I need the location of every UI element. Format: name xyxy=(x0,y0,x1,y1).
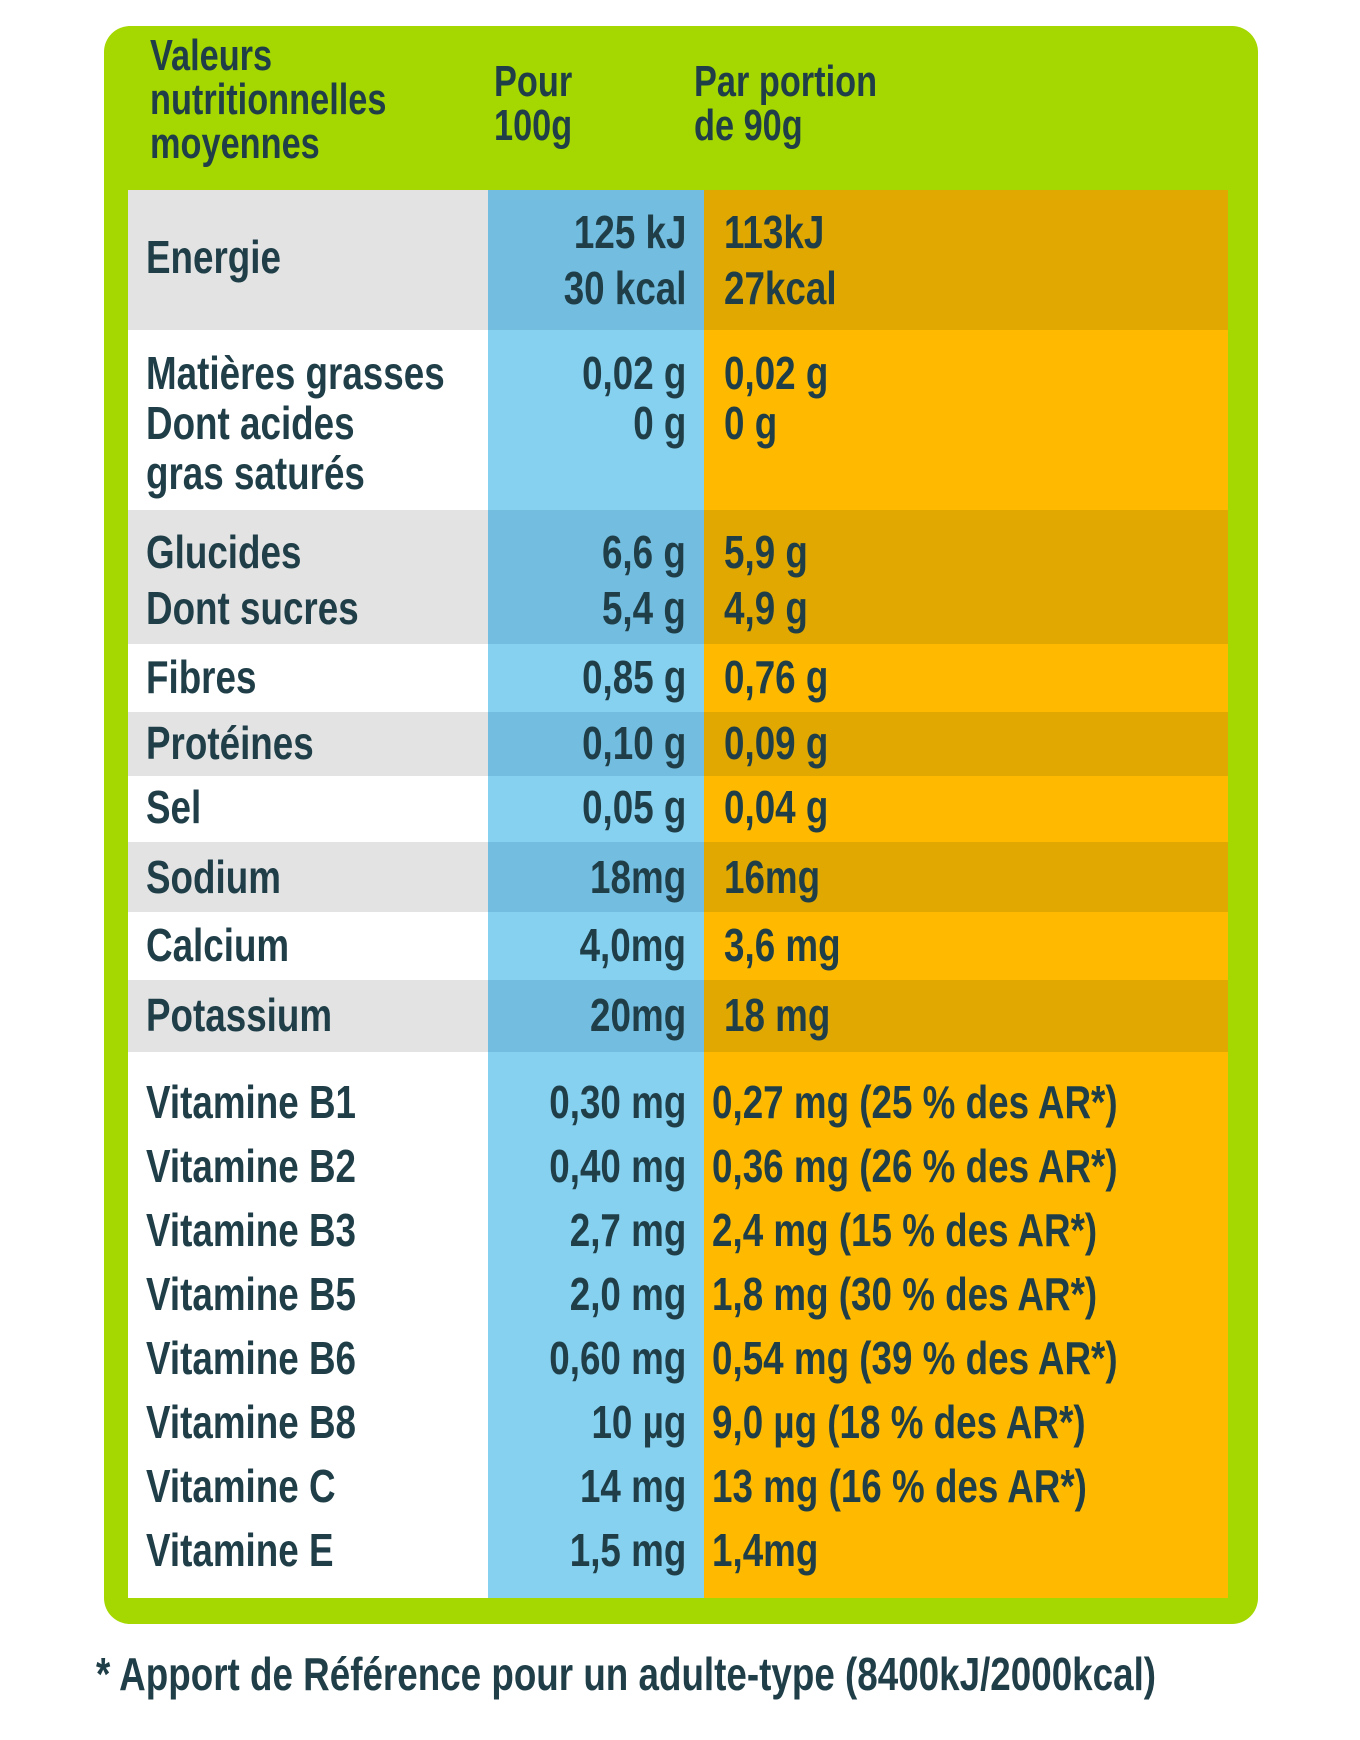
nutrient-label: Vitamine E xyxy=(146,1524,334,1576)
value-per-portion: 27kcal xyxy=(724,262,837,314)
table-row-potassium: Potassium 20mg 18 mg xyxy=(128,980,1228,1052)
value-per-portion: 0,04 g xyxy=(724,781,829,833)
value-per-portion: 5,9 g xyxy=(724,526,808,578)
value-per-portion: 0,09 g xyxy=(724,717,829,769)
header-portion-column: Par portion de 90g xyxy=(694,60,877,148)
value-per100: 30 kcal xyxy=(563,262,686,314)
table-row-salt: Sel 0,05 g 0,04 g xyxy=(128,776,1228,842)
footnote: * Apport de Référence pour un adulte-typ… xyxy=(96,1648,1157,1700)
header-per100-line: 100g xyxy=(494,101,573,150)
table-row-fiber: Fibres 0,85 g 0,76 g xyxy=(128,644,1228,712)
header-label-line: moyennes xyxy=(150,119,320,168)
nutrient-label: Calcium xyxy=(146,919,290,971)
value-per100: 0 g xyxy=(632,397,686,449)
header-label-line: Valeurs xyxy=(150,31,273,80)
nutrient-label: Protéines xyxy=(146,717,314,769)
value-per100: 2,7 mg xyxy=(569,1204,686,1256)
header-label-line: nutritionnelles xyxy=(150,75,387,124)
value-per-portion: 113kJ xyxy=(724,206,825,258)
value-per100: 10 µg xyxy=(591,1396,686,1448)
value-per-portion: 0,36 mg (26 % des AR*) xyxy=(712,1140,1118,1192)
value-per-portion: 0,76 g xyxy=(724,651,829,703)
nutrient-label: Sel xyxy=(146,781,202,833)
nutrient-label: Vitamine B1 xyxy=(146,1076,356,1128)
header-portion-line: Par portion xyxy=(694,57,878,106)
value-per-portion: 1,4mg xyxy=(712,1524,819,1576)
header-per100-line: Pour xyxy=(494,57,573,106)
nutrient-label: Matières grasses xyxy=(146,347,445,399)
table-row-calcium: Calcium 4,0mg 3,6 mg xyxy=(128,912,1228,980)
value-per-portion: 0,02 g xyxy=(724,347,829,399)
value-per100: 4,0mg xyxy=(579,919,686,971)
nutrient-label: Energie xyxy=(146,231,281,283)
header-portion-line: de 90g xyxy=(694,101,803,150)
value-per100: 0,85 g xyxy=(581,651,686,703)
nutrition-table: Energie 125 kJ 30 kcal 113kJ 27kcal Mati… xyxy=(128,190,1228,1598)
value-per-portion: 0,54 mg (39 % des AR*) xyxy=(712,1332,1118,1384)
header-per100-column: Pour 100g xyxy=(494,60,572,148)
value-per100: 18mg xyxy=(589,851,686,903)
value-per-portion: 13 mg (16 % des AR*) xyxy=(712,1460,1087,1512)
value-per100: 20mg xyxy=(589,989,686,1041)
nutrient-label: gras saturés xyxy=(146,447,365,499)
value-per100: 5,4 g xyxy=(602,582,686,634)
table-row-sodium: Sodium 18mg 16mg xyxy=(128,842,1228,912)
nutrient-label: Glucides xyxy=(146,526,302,578)
value-per-portion: 0 g xyxy=(724,397,778,449)
nutrient-label: Fibres xyxy=(146,651,257,703)
value-per-portion: 1,8 mg (30 % des AR*) xyxy=(712,1268,1098,1320)
nutrient-label: Dont acides xyxy=(146,397,355,449)
table-row-carbs: Glucides Dont sucres 6,6 g 5,4 g 5,9 g 4… xyxy=(128,510,1228,644)
nutrient-label: Sodium xyxy=(146,851,281,903)
value-per100: 0,02 g xyxy=(581,347,686,399)
value-per100: 0,05 g xyxy=(581,781,686,833)
table-row-energy: Energie 125 kJ 30 kcal 113kJ 27kcal xyxy=(128,190,1228,330)
value-per100: 0,30 mg xyxy=(548,1076,686,1128)
nutrient-label: Vitamine B3 xyxy=(146,1204,356,1256)
nutrient-label: Vitamine B5 xyxy=(146,1268,356,1320)
value-per-portion: 16mg xyxy=(724,851,821,903)
nutrient-label: Vitamine B2 xyxy=(146,1140,356,1192)
value-per-portion: 3,6 mg xyxy=(724,919,841,971)
value-per100: 6,6 g xyxy=(602,526,686,578)
value-per100: 1,5 mg xyxy=(569,1524,686,1576)
value-per100: 0,40 mg xyxy=(548,1140,686,1192)
nutrient-label: Dont sucres xyxy=(146,582,359,634)
nutrient-label: Potassium xyxy=(146,989,333,1041)
table-row-fat: Matières grasses Dont acides gras saturé… xyxy=(128,330,1228,510)
value-per100: 14 mg xyxy=(579,1460,686,1512)
header-label-column: Valeurs nutritionnelles moyennes xyxy=(150,34,386,166)
value-per-portion: 9,0 µg (18 % des AR*) xyxy=(712,1396,1086,1448)
nutrient-label: Vitamine C xyxy=(146,1460,336,1512)
nutrient-label: Vitamine B8 xyxy=(146,1396,356,1448)
value-per-portion: 2,4 mg (15 % des AR*) xyxy=(712,1204,1098,1256)
nutrient-label: Vitamine B6 xyxy=(146,1332,356,1384)
table-row-vitamins: Vitamine B1 Vitamine B2 Vitamine B3 Vita… xyxy=(128,1052,1228,1598)
value-per100: 0,60 mg xyxy=(548,1332,686,1384)
value-per-portion: 18 mg xyxy=(724,989,831,1041)
value-per-portion: 4,9 g xyxy=(724,582,808,634)
value-per100: 2,0 mg xyxy=(569,1268,686,1320)
value-per100: 125 kJ xyxy=(573,206,686,258)
value-per-portion: 0,27 mg (25 % des AR*) xyxy=(712,1076,1118,1128)
table-row-protein: Protéines 0,10 g 0,09 g xyxy=(128,712,1228,776)
value-per100: 0,10 g xyxy=(581,717,686,769)
